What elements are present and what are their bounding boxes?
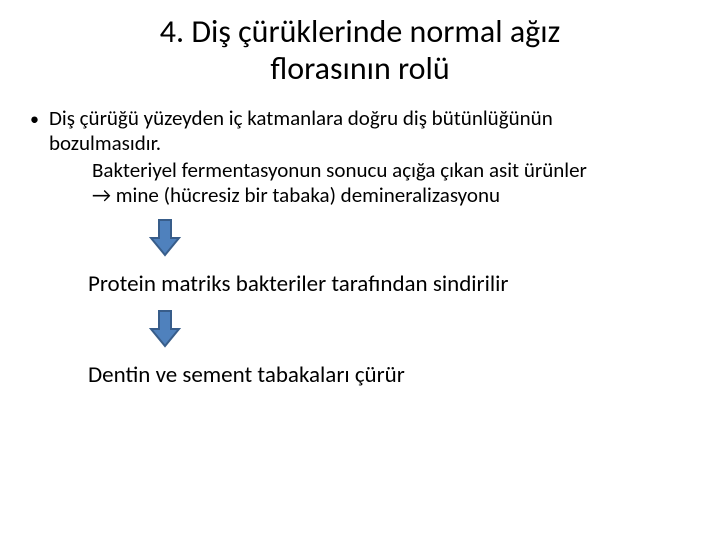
bullet-1: • Diş çürüğü yüzeyden iç katmanlara doğr… xyxy=(30,106,690,156)
down-arrow-2 xyxy=(148,309,690,354)
sub-bullet-1: Bakteriyel fermentasyonun sonucu açığa ç… xyxy=(92,158,690,208)
step-3-text: Dentin ve sement tabakaları çürür xyxy=(88,362,690,390)
sub-1-line-1: Bakteriyel fermentasyonun sonucu açığa ç… xyxy=(92,157,587,183)
slide-content: • Diş çürüğü yüzeyden iç katmanlara doğr… xyxy=(0,88,720,390)
bullet-marker: • xyxy=(30,108,39,131)
title-line-2: florasının rolü xyxy=(270,49,449,88)
bullet-1-line-1: Diş çürüğü yüzeyden iç katmanlara doğru … xyxy=(49,105,553,131)
bullet-1-line-2: bozulmasıdır. xyxy=(49,130,161,156)
sub-1-line-2: → mine (hücresiz bir tabaka) demineraliz… xyxy=(92,182,500,208)
step-2-text: Protein matriks bakteriler tarafından si… xyxy=(88,271,690,299)
down-arrow-1 xyxy=(148,218,690,263)
slide-title: 4. Diş çürüklerinde normal ağız florasın… xyxy=(0,0,720,88)
title-line-1: 4. Diş çürüklerinde normal ağız xyxy=(160,12,560,51)
bullet-1-text: Diş çürüğü yüzeyden iç katmanlara doğru … xyxy=(49,106,553,156)
